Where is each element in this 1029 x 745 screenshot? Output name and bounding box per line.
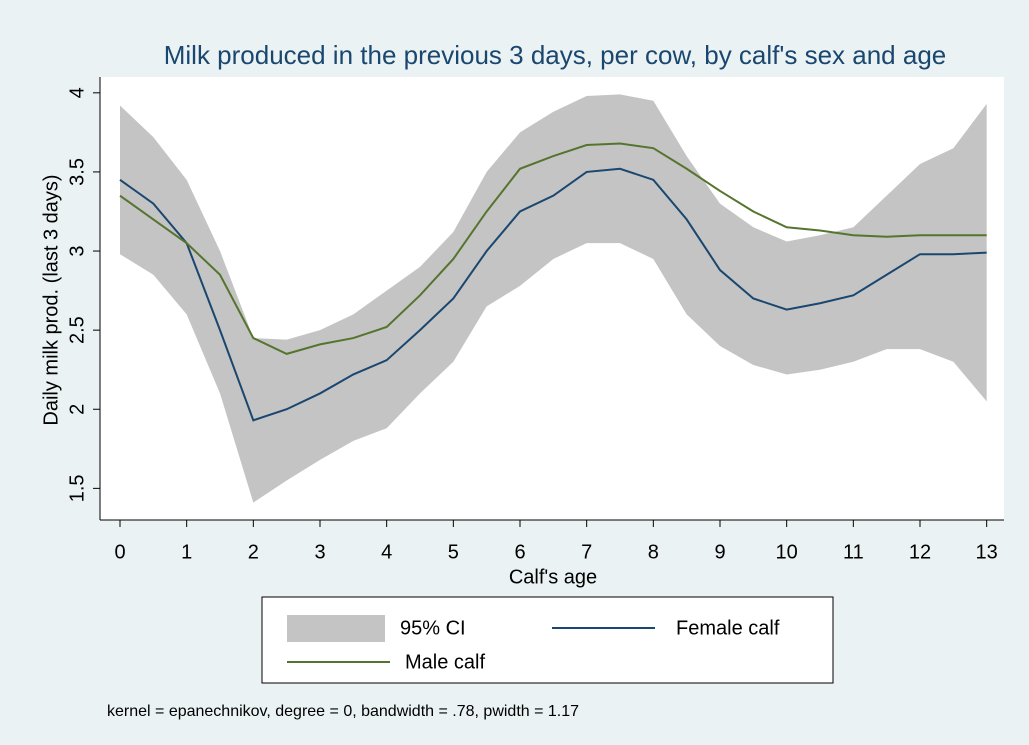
x-tick-label: 10	[776, 541, 798, 563]
legend-label: Female calf	[676, 617, 780, 639]
x-tick-label: 3	[314, 541, 325, 563]
x-tick-label: 0	[114, 541, 125, 563]
x-tick-label: 11	[843, 541, 864, 563]
y-tick-label: 2.5	[66, 316, 88, 344]
x-tick-label: 9	[714, 541, 725, 563]
x-tick-label: 6	[514, 541, 525, 563]
x-axis-title: Calf's age	[509, 566, 597, 588]
series-line	[119, 142, 987, 355]
x-tick-label: 4	[381, 541, 392, 563]
y-tick-label: 1.5	[66, 474, 88, 502]
x-tick-label: 5	[448, 541, 459, 563]
legend-label: 95% CI	[400, 617, 466, 639]
chart-title: Milk produced in the previous 3 days, pe…	[164, 40, 947, 70]
legend-label: Male calf	[405, 651, 485, 673]
y-tick-label: 3	[66, 245, 88, 256]
x-tick-label: 13	[976, 541, 998, 563]
series-line	[119, 167, 987, 422]
y-tick-label: 4	[66, 87, 88, 98]
note: kernel = epanechnikov, degree = 0, bandw…	[107, 703, 579, 720]
ci-band	[120, 94, 987, 503]
y-tick-label: 2	[66, 404, 88, 415]
x-tick-label: 8	[648, 541, 659, 563]
y-tick-label: 3.5	[66, 158, 88, 186]
legend-swatch	[287, 615, 385, 642]
x-tick-label: 2	[248, 541, 259, 563]
x-tick-label: 1	[181, 541, 192, 563]
y-axis-title: Daily milk prod. (last 3 days)	[40, 174, 62, 425]
x-tick-label: 7	[581, 541, 592, 563]
x-tick-label: 12	[909, 541, 931, 563]
